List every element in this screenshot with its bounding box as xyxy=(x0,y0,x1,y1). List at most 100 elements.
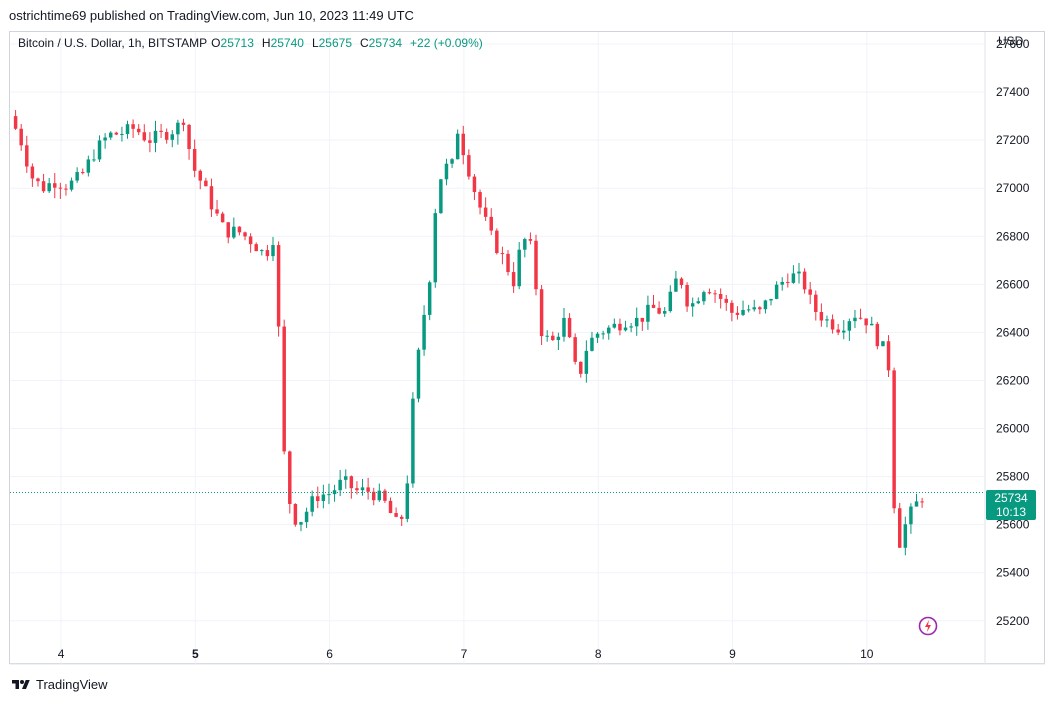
candle-body xyxy=(545,335,549,337)
candle xyxy=(842,320,846,340)
candle xyxy=(41,173,46,193)
candle xyxy=(730,300,734,322)
candle xyxy=(897,502,902,549)
candle-body xyxy=(304,511,309,523)
candle xyxy=(495,228,499,255)
candle-body xyxy=(377,490,382,501)
candle-body xyxy=(847,321,852,331)
candle xyxy=(198,169,202,190)
candle xyxy=(914,493,919,507)
candle xyxy=(674,270,678,292)
candle xyxy=(741,300,745,317)
candle-body xyxy=(148,140,152,143)
change-value: +22 (+0.09%) xyxy=(410,36,483,50)
candle-body xyxy=(690,303,695,307)
candle xyxy=(746,304,751,313)
candle-body xyxy=(321,494,326,502)
currency-label[interactable]: USD xyxy=(998,34,1024,48)
candle-body xyxy=(551,335,555,341)
candle xyxy=(607,325,611,340)
candle-body xyxy=(427,282,432,315)
candle xyxy=(489,208,493,236)
candle xyxy=(209,178,214,217)
candle-body xyxy=(450,159,454,164)
candle-body xyxy=(517,249,521,287)
candle-body xyxy=(774,284,779,299)
candle-body xyxy=(903,524,908,548)
candle-body xyxy=(64,188,68,190)
candle-body xyxy=(584,350,589,374)
lightning-bolt-icon[interactable] xyxy=(918,616,938,636)
symbol-legend[interactable]: Bitcoin / U.S. Dollar, 1h, BITSTAMP O 257… xyxy=(18,36,491,50)
candle-body xyxy=(858,317,863,319)
candle xyxy=(411,392,415,488)
candle xyxy=(86,155,91,177)
candle-body xyxy=(232,226,236,238)
candle xyxy=(304,507,309,528)
candle-body xyxy=(500,253,505,255)
candle xyxy=(909,503,913,534)
candle xyxy=(791,265,796,284)
open-label: O xyxy=(211,36,221,50)
candle xyxy=(920,497,924,508)
candle-body xyxy=(433,213,438,283)
footer-brand[interactable]: TradingView xyxy=(11,677,108,692)
candle-body xyxy=(355,488,359,491)
candle xyxy=(472,174,477,200)
candle xyxy=(567,313,572,339)
candle xyxy=(668,285,673,313)
candle xyxy=(371,487,376,506)
candle xyxy=(825,315,829,328)
candle xyxy=(108,131,113,140)
candle xyxy=(416,347,421,403)
candle xyxy=(349,475,354,499)
candle xyxy=(444,158,449,186)
symbol-name[interactable]: Bitcoin / U.S. Dollar, 1h, BITSTAMP xyxy=(18,36,208,50)
candle-body xyxy=(181,122,186,125)
candle xyxy=(752,299,756,312)
candle-body xyxy=(758,307,762,310)
candle-body xyxy=(47,183,51,192)
candle xyxy=(780,277,784,291)
candle xyxy=(892,367,896,514)
candle-body xyxy=(411,398,415,484)
candle-body xyxy=(19,128,23,146)
candle xyxy=(299,521,303,532)
candle-body xyxy=(573,337,577,362)
candle xyxy=(148,132,152,153)
candle-body xyxy=(646,304,650,322)
candle xyxy=(13,110,18,131)
close-label: C xyxy=(360,36,369,50)
candle-body xyxy=(388,500,393,514)
candle xyxy=(478,189,482,215)
y-tick-label: 26200 xyxy=(996,373,1030,387)
candle xyxy=(539,284,544,345)
candle xyxy=(131,119,135,138)
candle xyxy=(618,318,622,336)
y-tick-label: 27200 xyxy=(996,133,1030,147)
y-tick-label: 26800 xyxy=(996,229,1030,243)
candle-body xyxy=(780,281,784,285)
candle xyxy=(808,281,812,305)
candle-body xyxy=(489,216,493,231)
candle-body xyxy=(131,124,135,129)
y-tick-label: 25800 xyxy=(996,470,1030,484)
candle-body xyxy=(120,134,124,136)
candle xyxy=(69,177,74,192)
candle xyxy=(651,294,656,309)
candle-body xyxy=(897,508,902,548)
candle-body xyxy=(170,134,175,140)
candle xyxy=(276,241,281,337)
candle xyxy=(344,469,348,489)
candle-body xyxy=(371,491,376,501)
candle xyxy=(483,197,488,222)
candle xyxy=(629,323,633,333)
candle-body xyxy=(864,318,868,326)
candle-body xyxy=(875,323,880,347)
candle xyxy=(136,124,141,136)
candle xyxy=(545,330,549,342)
candle xyxy=(461,125,465,165)
candle-body xyxy=(629,326,633,328)
candle-body xyxy=(97,140,102,160)
